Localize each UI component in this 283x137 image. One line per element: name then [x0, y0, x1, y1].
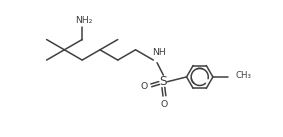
Text: CH₃: CH₃: [236, 71, 252, 80]
Text: NH: NH: [152, 48, 166, 57]
Text: NH₂: NH₂: [75, 16, 92, 25]
Text: O: O: [140, 82, 147, 91]
Text: O: O: [161, 100, 168, 109]
Text: S: S: [160, 75, 167, 88]
